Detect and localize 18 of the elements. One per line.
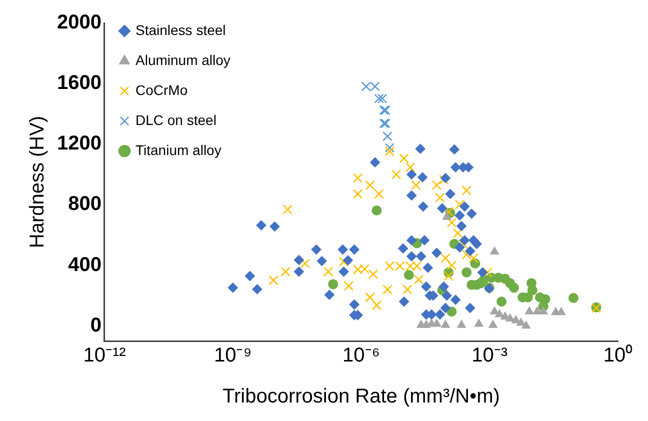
y-tick-label: 1600: [56, 72, 102, 94]
y-tick-label: 2000: [56, 12, 102, 34]
legend-label: Titanium alloy: [135, 142, 222, 158]
x-tick-label: 10⁰: [603, 344, 633, 367]
legend-label: CoCrMo: [135, 82, 188, 98]
y-tick-label: 800: [68, 193, 102, 216]
y-tick-label: 0: [90, 314, 102, 336]
legend-label: Aluminum alloy: [135, 52, 230, 68]
y-tick-label: 1200: [56, 132, 102, 155]
x-tick-label: 10⁻⁹: [214, 344, 252, 367]
y-axis-title: Hardness (HV): [26, 116, 49, 248]
x-axis-title: Tribocorrosion Rate (mm³/N•m): [222, 386, 500, 408]
x-tick-label: 10⁻¹²: [83, 344, 126, 367]
legend-label: Stainless steel: [135, 22, 226, 38]
x-tick-label: 10⁻⁶: [342, 344, 380, 367]
legend-label: DLC on steel: [135, 112, 216, 128]
y-tick-label: 400: [68, 254, 102, 276]
x-tick-label: 10⁻³: [472, 344, 508, 367]
